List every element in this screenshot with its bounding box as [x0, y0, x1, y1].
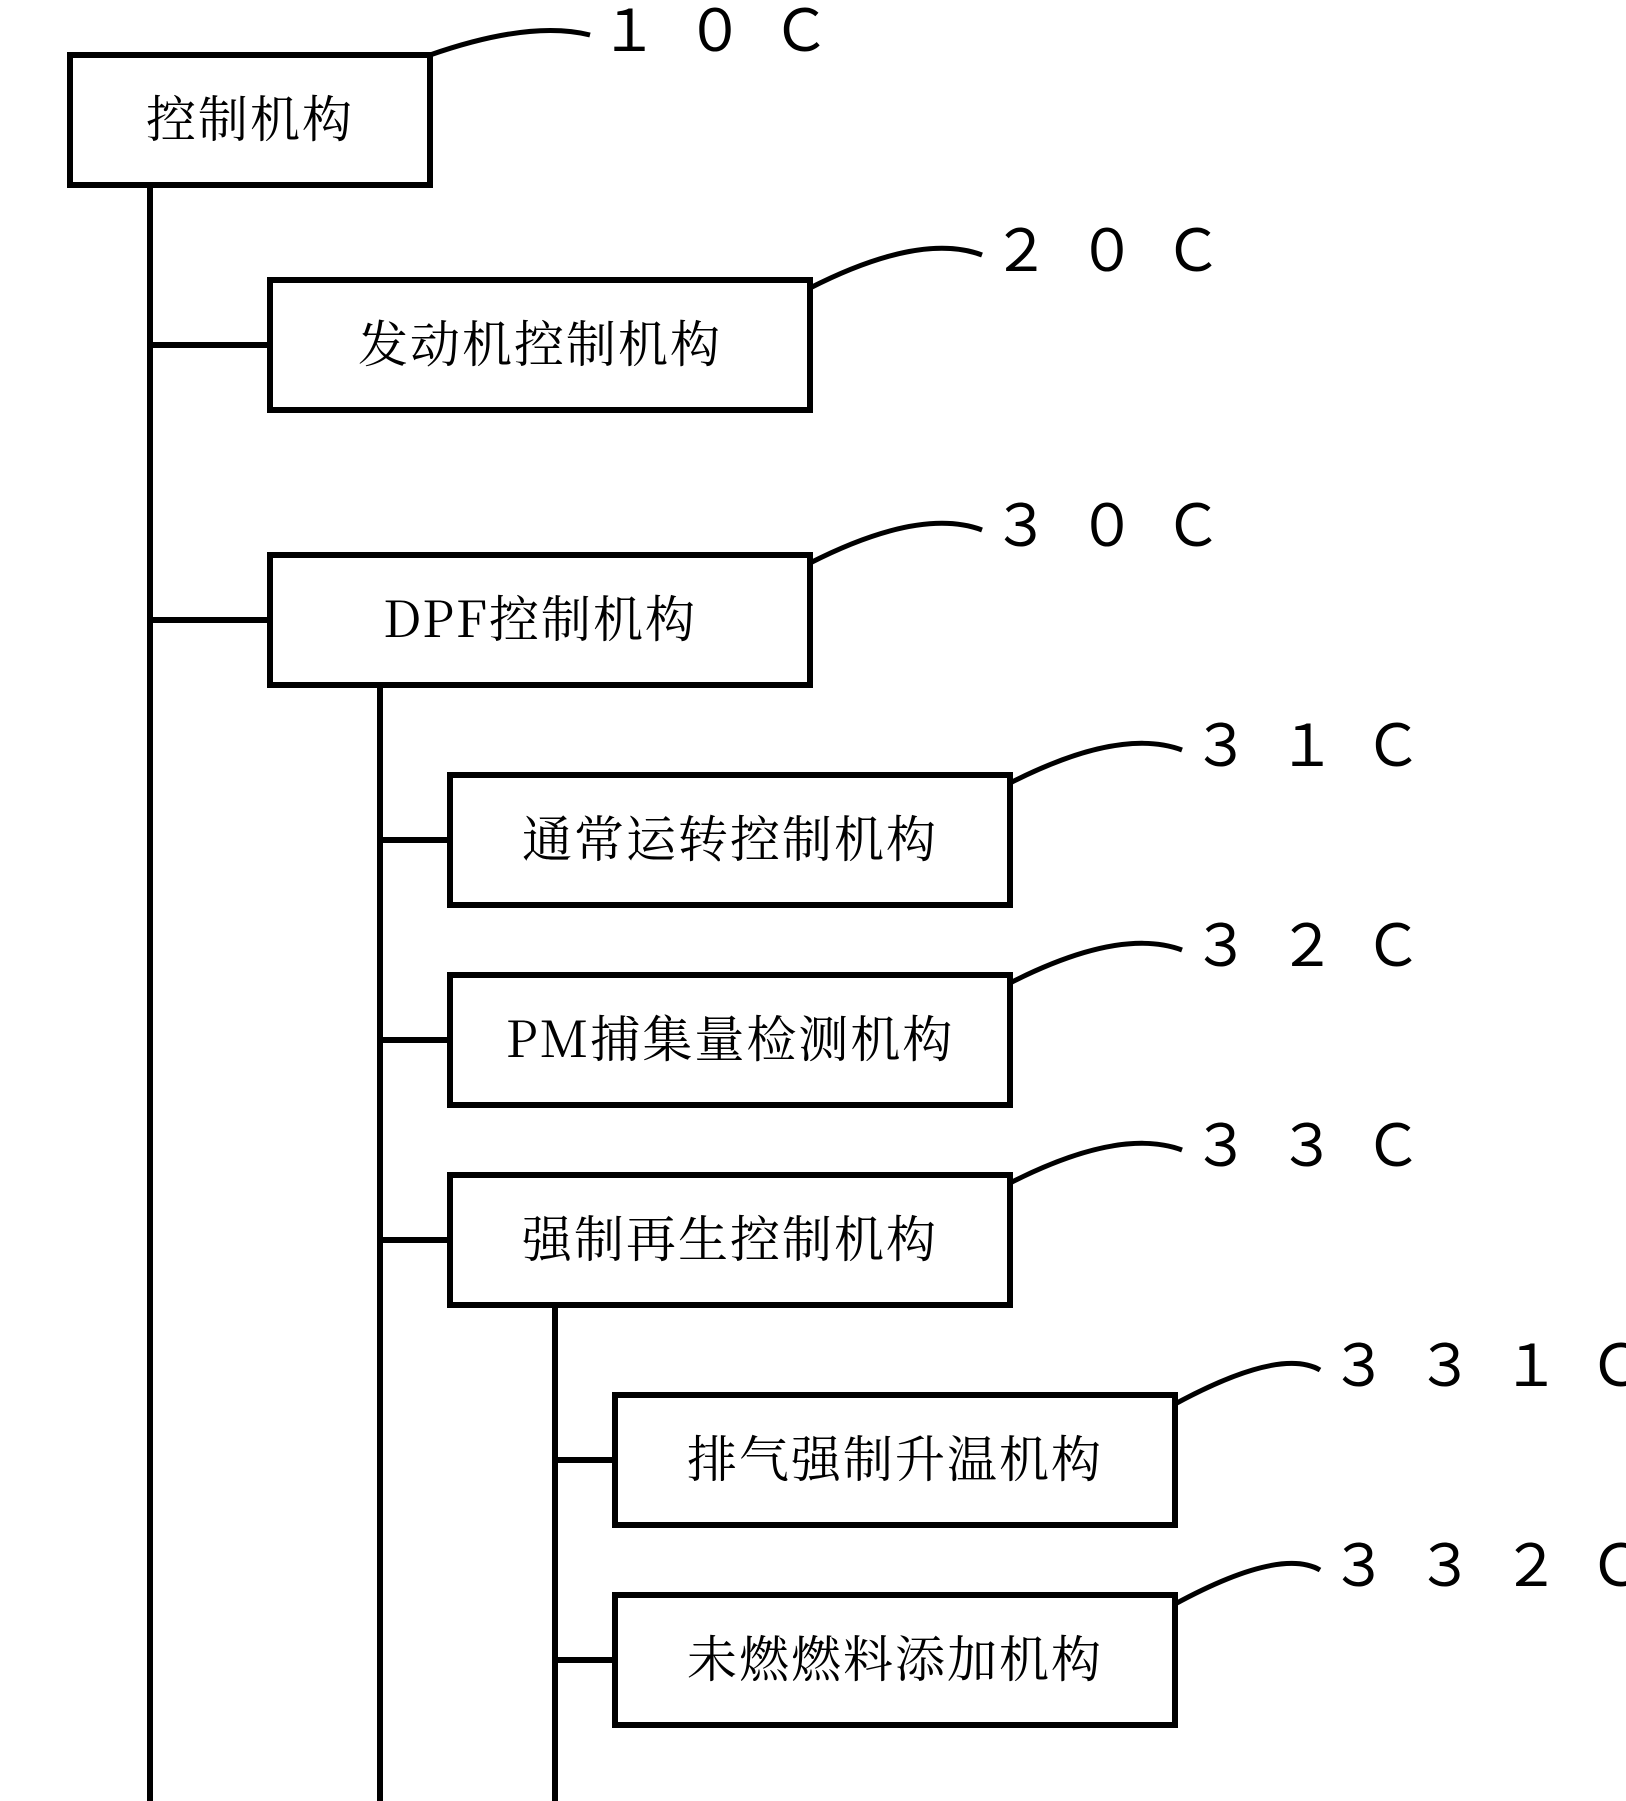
node-label: 未燃燃料添加机构	[687, 1620, 1103, 1692]
node-label: 通常运转控制机构	[522, 800, 938, 872]
leader-line	[1175, 1363, 1320, 1404]
node-label: 强制再生控制机构	[522, 1200, 938, 1272]
leader-line	[430, 31, 590, 56]
ref-label: ３３１Ｃ	[1330, 1319, 1626, 1403]
node-label: 发动机控制机构	[358, 305, 722, 377]
ref-label: ２０Ｃ	[992, 204, 1250, 288]
node-n33c: 强制再生控制机构	[450, 1175, 1010, 1305]
node-n10c: 控制机构	[70, 55, 430, 185]
node-label: PM捕集量检测机构	[506, 1000, 955, 1072]
ref-label: ３３２Ｃ	[1330, 1519, 1626, 1603]
leader-line	[810, 523, 982, 563]
leader-line	[1175, 1563, 1320, 1604]
leader-line	[1010, 943, 1182, 983]
ref-label: ３３Ｃ	[1192, 1099, 1450, 1183]
node-n30c: DPF控制机构	[270, 555, 810, 685]
node-n32c: PM捕集量检测机构	[450, 975, 1010, 1105]
ref-label: １０Ｃ	[600, 0, 858, 68]
ref-label: ３０Ｃ	[992, 479, 1250, 563]
leader-line	[1010, 743, 1182, 783]
leader-line	[810, 248, 982, 288]
node-n332c: 未燃燃料添加机构	[615, 1595, 1175, 1725]
node-label: DPF控制机构	[383, 580, 697, 652]
leader-line	[1010, 1143, 1182, 1183]
node-n31c: 通常运转控制机构	[450, 775, 1010, 905]
node-n20c: 发动机控制机构	[270, 280, 810, 410]
ref-label: ３２Ｃ	[1192, 899, 1450, 983]
ref-label: ３１Ｃ	[1192, 699, 1450, 783]
node-label: 排气强制升温机构	[687, 1420, 1103, 1492]
node-label: 控制机构	[146, 80, 354, 152]
node-n331c: 排气强制升温机构	[615, 1395, 1175, 1525]
